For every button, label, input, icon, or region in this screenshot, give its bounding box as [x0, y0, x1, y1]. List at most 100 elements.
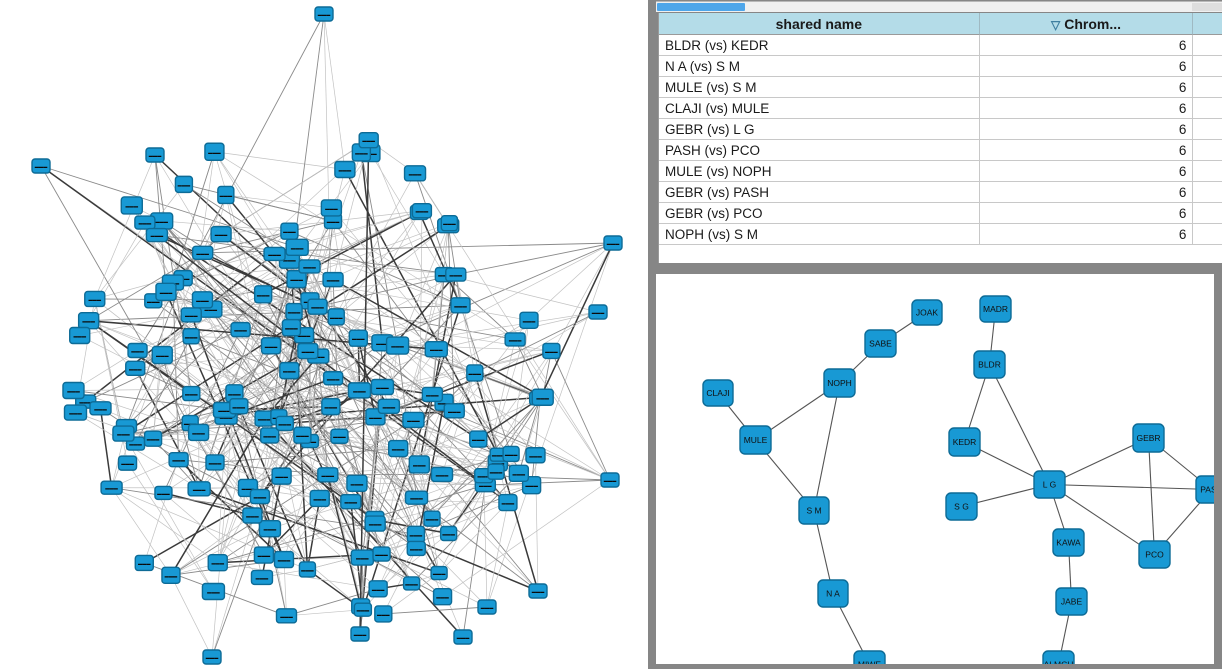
graph-node[interactable]: ▬▬▬: [31, 158, 51, 174]
node-shape[interactable]: [320, 199, 343, 217]
graph-node[interactable]: ▬▬▬: [307, 298, 328, 315]
graph-node-pco[interactable]: PCO: [1138, 540, 1171, 569]
graph-edge[interactable]: [383, 606, 488, 615]
node-shape[interactable]: [205, 454, 225, 471]
graph-edge[interactable]: [485, 479, 611, 486]
node-shape[interactable]: [253, 546, 275, 564]
graph-node[interactable]: ▬▬▬: [445, 267, 467, 282]
graph-node[interactable]: ▬▬▬: [372, 546, 391, 562]
graph-node[interactable]: ▬▬▬: [279, 361, 300, 380]
node-shape[interactable]: [411, 203, 433, 219]
table-row[interactable]: CLAJI (vs) MULE625000000350000005.9: [659, 98, 1222, 119]
graph-edge[interactable]: [441, 372, 476, 475]
graph-node[interactable]: ▬▬▬: [531, 388, 554, 406]
node-shape[interactable]: [260, 427, 280, 444]
node-shape[interactable]: [1195, 475, 1214, 504]
node-shape[interactable]: [508, 464, 530, 483]
node-shape[interactable]: [402, 576, 421, 591]
scrollbar-track-right[interactable]: [1192, 3, 1222, 11]
graph-node[interactable]: ▬▬▬: [432, 588, 453, 606]
node-shape[interactable]: [853, 650, 886, 664]
node-shape[interactable]: [260, 337, 282, 355]
node-shape[interactable]: [127, 342, 148, 359]
graph-edge[interactable]: [332, 279, 475, 374]
graph-edge[interactable]: [217, 435, 271, 563]
node-shape[interactable]: [432, 588, 453, 606]
graph-node-miwe[interactable]: MIWE: [853, 650, 886, 664]
node-shape[interactable]: [702, 379, 734, 407]
graph-edge[interactable]: [296, 222, 450, 280]
table-row[interactable]: NOPH (vs) S M636000000420000009.9: [659, 224, 1222, 245]
graph-edge[interactable]: [539, 242, 614, 399]
graph-node[interactable]: ▬▬▬: [350, 549, 375, 566]
graph-node[interactable]: ▬▬▬: [253, 285, 273, 304]
graph-node[interactable]: ▬▬▬: [285, 238, 309, 257]
graph-edge[interactable]: [135, 336, 192, 444]
graph-node[interactable]: ▬▬▬: [423, 510, 441, 527]
graph-edge[interactable]: [415, 534, 488, 608]
graph-node[interactable]: ▬▬▬: [323, 212, 343, 230]
node-shape[interactable]: [210, 226, 232, 243]
graph-node[interactable]: ▬▬▬: [62, 381, 85, 400]
graph-edge[interactable]: [1049, 437, 1149, 485]
graph-edge[interactable]: [281, 475, 363, 558]
graph-node[interactable]: ▬▬▬: [280, 222, 299, 240]
node-shape[interactable]: [498, 493, 518, 512]
node-shape[interactable]: [187, 423, 210, 442]
node-shape[interactable]: [403, 165, 427, 182]
node-shape[interactable]: [945, 492, 978, 521]
node-shape[interactable]: [948, 427, 981, 457]
graph-node[interactable]: ▬▬▬: [273, 550, 295, 569]
graph-node[interactable]: ▬▬▬: [69, 326, 91, 345]
node-shape[interactable]: [263, 246, 286, 262]
graph-edge[interactable]: [377, 533, 449, 590]
graph-edge[interactable]: [483, 475, 488, 608]
edge-attribute-table[interactable]: shared name ▽Chrom... Start po... End po…: [659, 13, 1222, 245]
graph-edge[interactable]: [183, 183, 334, 222]
graph-node[interactable]: ▬▬▬: [151, 345, 173, 365]
graph-node[interactable]: ▬▬▬: [225, 384, 244, 403]
node-shape[interactable]: [84, 290, 106, 308]
node-shape[interactable]: [1055, 587, 1088, 616]
graph-edge[interactable]: [989, 364, 1050, 485]
graph-edge[interactable]: [172, 151, 215, 283]
node-shape[interactable]: [430, 565, 448, 581]
cell-start_point[interactable]: 36000000: [1193, 203, 1222, 224]
graph-node[interactable]: ▬▬▬: [207, 553, 228, 572]
graph-edge[interactable]: [163, 492, 263, 578]
graph-edge[interactable]: [99, 408, 113, 488]
subnetwork-canvas[interactable]: JOAK MADR SABE BLDR NOPH CLAJI GEBR KEDR MULE L G…: [656, 274, 1214, 664]
node-shape[interactable]: [334, 160, 356, 179]
graph-edge[interactable]: [217, 259, 290, 563]
node-shape[interactable]: [112, 425, 135, 442]
node-shape[interactable]: [368, 580, 388, 598]
graph-node[interactable]: ▬▬▬: [89, 401, 112, 416]
node-shape[interactable]: [155, 282, 177, 301]
graph-node[interactable]: ▬▬▬: [275, 608, 298, 624]
node-shape[interactable]: [271, 467, 292, 485]
graph-node[interactable]: ▬▬▬: [187, 423, 210, 442]
node-shape[interactable]: [453, 629, 473, 645]
node-shape[interactable]: [528, 583, 548, 599]
graph-node[interactable]: ▬▬▬: [504, 332, 526, 347]
node-shape[interactable]: [445, 267, 467, 282]
graph-edge[interactable]: [360, 152, 384, 343]
graph-edge[interactable]: [247, 487, 412, 584]
node-shape[interactable]: [1132, 423, 1165, 453]
graph-node[interactable]: ▬▬▬: [385, 336, 410, 355]
graph-edge[interactable]: [483, 339, 516, 476]
node-shape[interactable]: [100, 480, 123, 495]
table-row[interactable]: N A (vs) S M610000000140000006.6: [659, 56, 1222, 77]
node-shape[interactable]: [31, 158, 51, 174]
graph-node[interactable]: ▬▬▬: [368, 580, 388, 598]
node-shape[interactable]: [168, 452, 189, 468]
graph-edge[interactable]: [447, 225, 461, 306]
graph-edge[interactable]: [435, 225, 449, 350]
graph-node[interactable]: ▬▬▬: [77, 312, 100, 330]
graph-edge[interactable]: [278, 337, 359, 418]
node-shape[interactable]: [89, 401, 112, 416]
graph-edge[interactable]: [178, 459, 328, 476]
graph-node[interactable]: ▬▬▬: [374, 605, 393, 623]
cell-shared_name[interactable]: GEBR (vs) L G: [659, 119, 980, 140]
node-shape[interactable]: [1052, 528, 1085, 557]
